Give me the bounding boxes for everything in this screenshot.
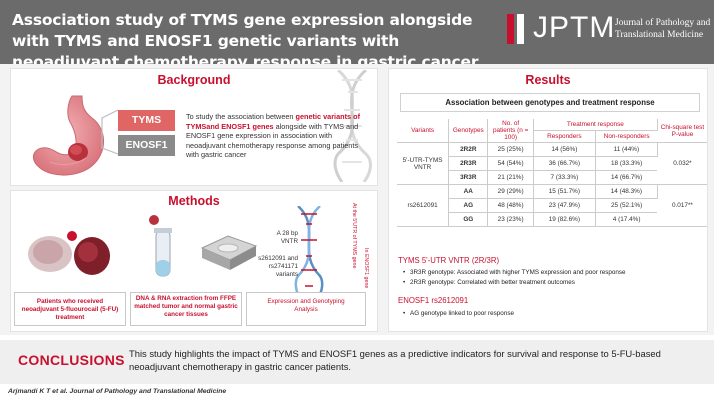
gene-tag-connector <box>101 109 119 155</box>
table-row: 2R3R 54 (54%) 36 (66.7%) 18 (33.3%) <box>397 156 707 171</box>
genotype-cell: 2R3R <box>448 156 489 171</box>
patients-cell: 29 (29%) <box>487 184 534 199</box>
patients-cell: 48 (48%) <box>487 198 534 213</box>
extraction-tube-illustration <box>149 215 172 277</box>
gene-tag-tyms: TYMS <box>118 110 175 131</box>
responders-cell: 14 (56%) <box>533 142 596 157</box>
enosf1-finding-title: ENOSF1 rs2612091 <box>398 296 469 305</box>
conclusions-bar <box>0 340 714 384</box>
method-step-extraction-box <box>130 292 242 326</box>
patients-cell: 21 (21%) <box>487 170 534 185</box>
results-table: Variants Genotypes No. of patients (n = … <box>397 119 707 227</box>
method-step-analysis: Expression and Genotyping Analysis <box>267 298 345 313</box>
table-row: AG 48 (48%) 23 (47.9%) 25 (52.1%) <box>397 198 707 213</box>
variant-cell: rs2612091 <box>397 184 450 227</box>
dna-strand-illustration <box>294 206 324 298</box>
patients-cell: 54 (54%) <box>487 156 534 171</box>
table-title: Association between genotypes and treatm… <box>400 93 700 112</box>
method-step-analysis-box <box>246 292 366 326</box>
non-responders-cell: 4 (17.4%) <box>595 212 658 227</box>
dna-helix-illustration <box>333 70 372 182</box>
background-title: Background <box>157 73 231 87</box>
p-value-cell: 0.032* <box>657 142 707 185</box>
header-variants: Variants <box>397 119 450 143</box>
header-non-responders: Non-responders <box>595 130 658 144</box>
gene-tag-enosf1: ENOSF1 <box>118 135 175 156</box>
journal-logo-mark <box>507 14 527 44</box>
genotype-cell: AA <box>448 184 489 199</box>
table-row: rs2612091 AA 29 (29%) 15 (51.7%) 14 (48.… <box>397 184 707 227</box>
responders-cell: 23 (47.9%) <box>533 198 596 213</box>
method-step-extraction: DNA & RNA extraction from FFPE matched t… <box>134 295 238 318</box>
citation-footer: Arjmandi K T et al. Journal of Pathology… <box>8 388 227 395</box>
vntr-bullet-2: 2R3R genotype: Correlated with better tr… <box>403 279 575 287</box>
patient-tissue-illustration <box>28 231 110 275</box>
dna-region-enosf1: In ENOSF1 gene <box>363 248 369 289</box>
conclusions-text: This study highlights the impact of TYMS… <box>129 348 661 372</box>
responders-cell: 7 (33.3%) <box>533 170 596 185</box>
journal-logo-text: JPTM <box>533 11 616 44</box>
enosf1-bullet-1: AG genotype linked to poor response <box>403 310 514 318</box>
responders-cell: 36 (66.7%) <box>533 156 596 171</box>
header-genotypes: Genotypes <box>448 119 489 143</box>
non-responders-cell: 25 (52.1%) <box>595 198 658 213</box>
genotype-cell: 2R2R <box>448 142 489 157</box>
table-row: GG 23 (23%) 19 (82.6%) 4 (17.4%) <box>397 212 707 227</box>
header-treatment-response: Treatment response <box>533 119 658 131</box>
header-patients: No. of patients (n = 100) <box>487 119 534 143</box>
header-chi-square: Chi-square test P-value <box>657 119 707 143</box>
genotype-cell: AG <box>448 198 489 213</box>
stomach-illustration <box>33 95 104 176</box>
responders-cell: 15 (51.7%) <box>533 184 596 199</box>
vntr-finding-title: TYMS 5'-UTR VNTR (2R/3R) <box>398 256 500 265</box>
responders-cell: 19 (82.6%) <box>533 212 596 227</box>
non-responders-cell: 11 (44%) <box>595 142 658 157</box>
patients-cell: 25 (25%) <box>487 142 534 157</box>
genotype-cell: 3R3R <box>448 170 489 185</box>
header-responders: Responders <box>533 130 596 144</box>
p-value-cell: 0.017** <box>657 184 707 227</box>
analyzer-machine-illustration <box>200 235 258 270</box>
patients-cell: 23 (23%) <box>487 212 534 227</box>
method-step-patients-box <box>14 292 126 326</box>
table-row: 5'-UTR-TYMS VNTR 2R2R 25 (25%) 14 (56%) … <box>397 142 707 185</box>
dna-label-vntr: A 28 bp VNTR <box>276 230 298 245</box>
non-responders-cell: 14 (66.7%) <box>595 170 658 185</box>
journal-name: Journal of Pathology and Translational M… <box>615 18 711 40</box>
non-responders-cell: 18 (33.3%) <box>595 156 658 171</box>
methods-title: Methods <box>168 194 220 208</box>
method-step-patients: Patients who received neoadjuvant 5-fluo… <box>21 298 119 321</box>
table-row: 3R3R 21 (21%) 7 (33.3%) 14 (66.7%) <box>397 170 707 185</box>
background-text: To study the association between genetic… <box>186 112 361 160</box>
non-responders-cell: 14 (48.3%) <box>595 184 658 199</box>
genotype-cell: GG <box>448 212 489 227</box>
conclusions-title: CONCLUSIONS <box>18 352 125 368</box>
dna-region-tyms: At the 5'UTR of TYMS gene <box>351 203 357 269</box>
vntr-bullet-1: 3R3R genotype: Associated with higher TY… <box>403 269 625 277</box>
variant-cell: 5'-UTR-TYMS VNTR <box>397 142 450 185</box>
results-title: Results <box>525 73 571 87</box>
header-bar: Association study of TYMS gene expressio… <box>0 0 714 71</box>
dna-label-variants: s2612091 and rs2741171 variants <box>258 255 298 278</box>
